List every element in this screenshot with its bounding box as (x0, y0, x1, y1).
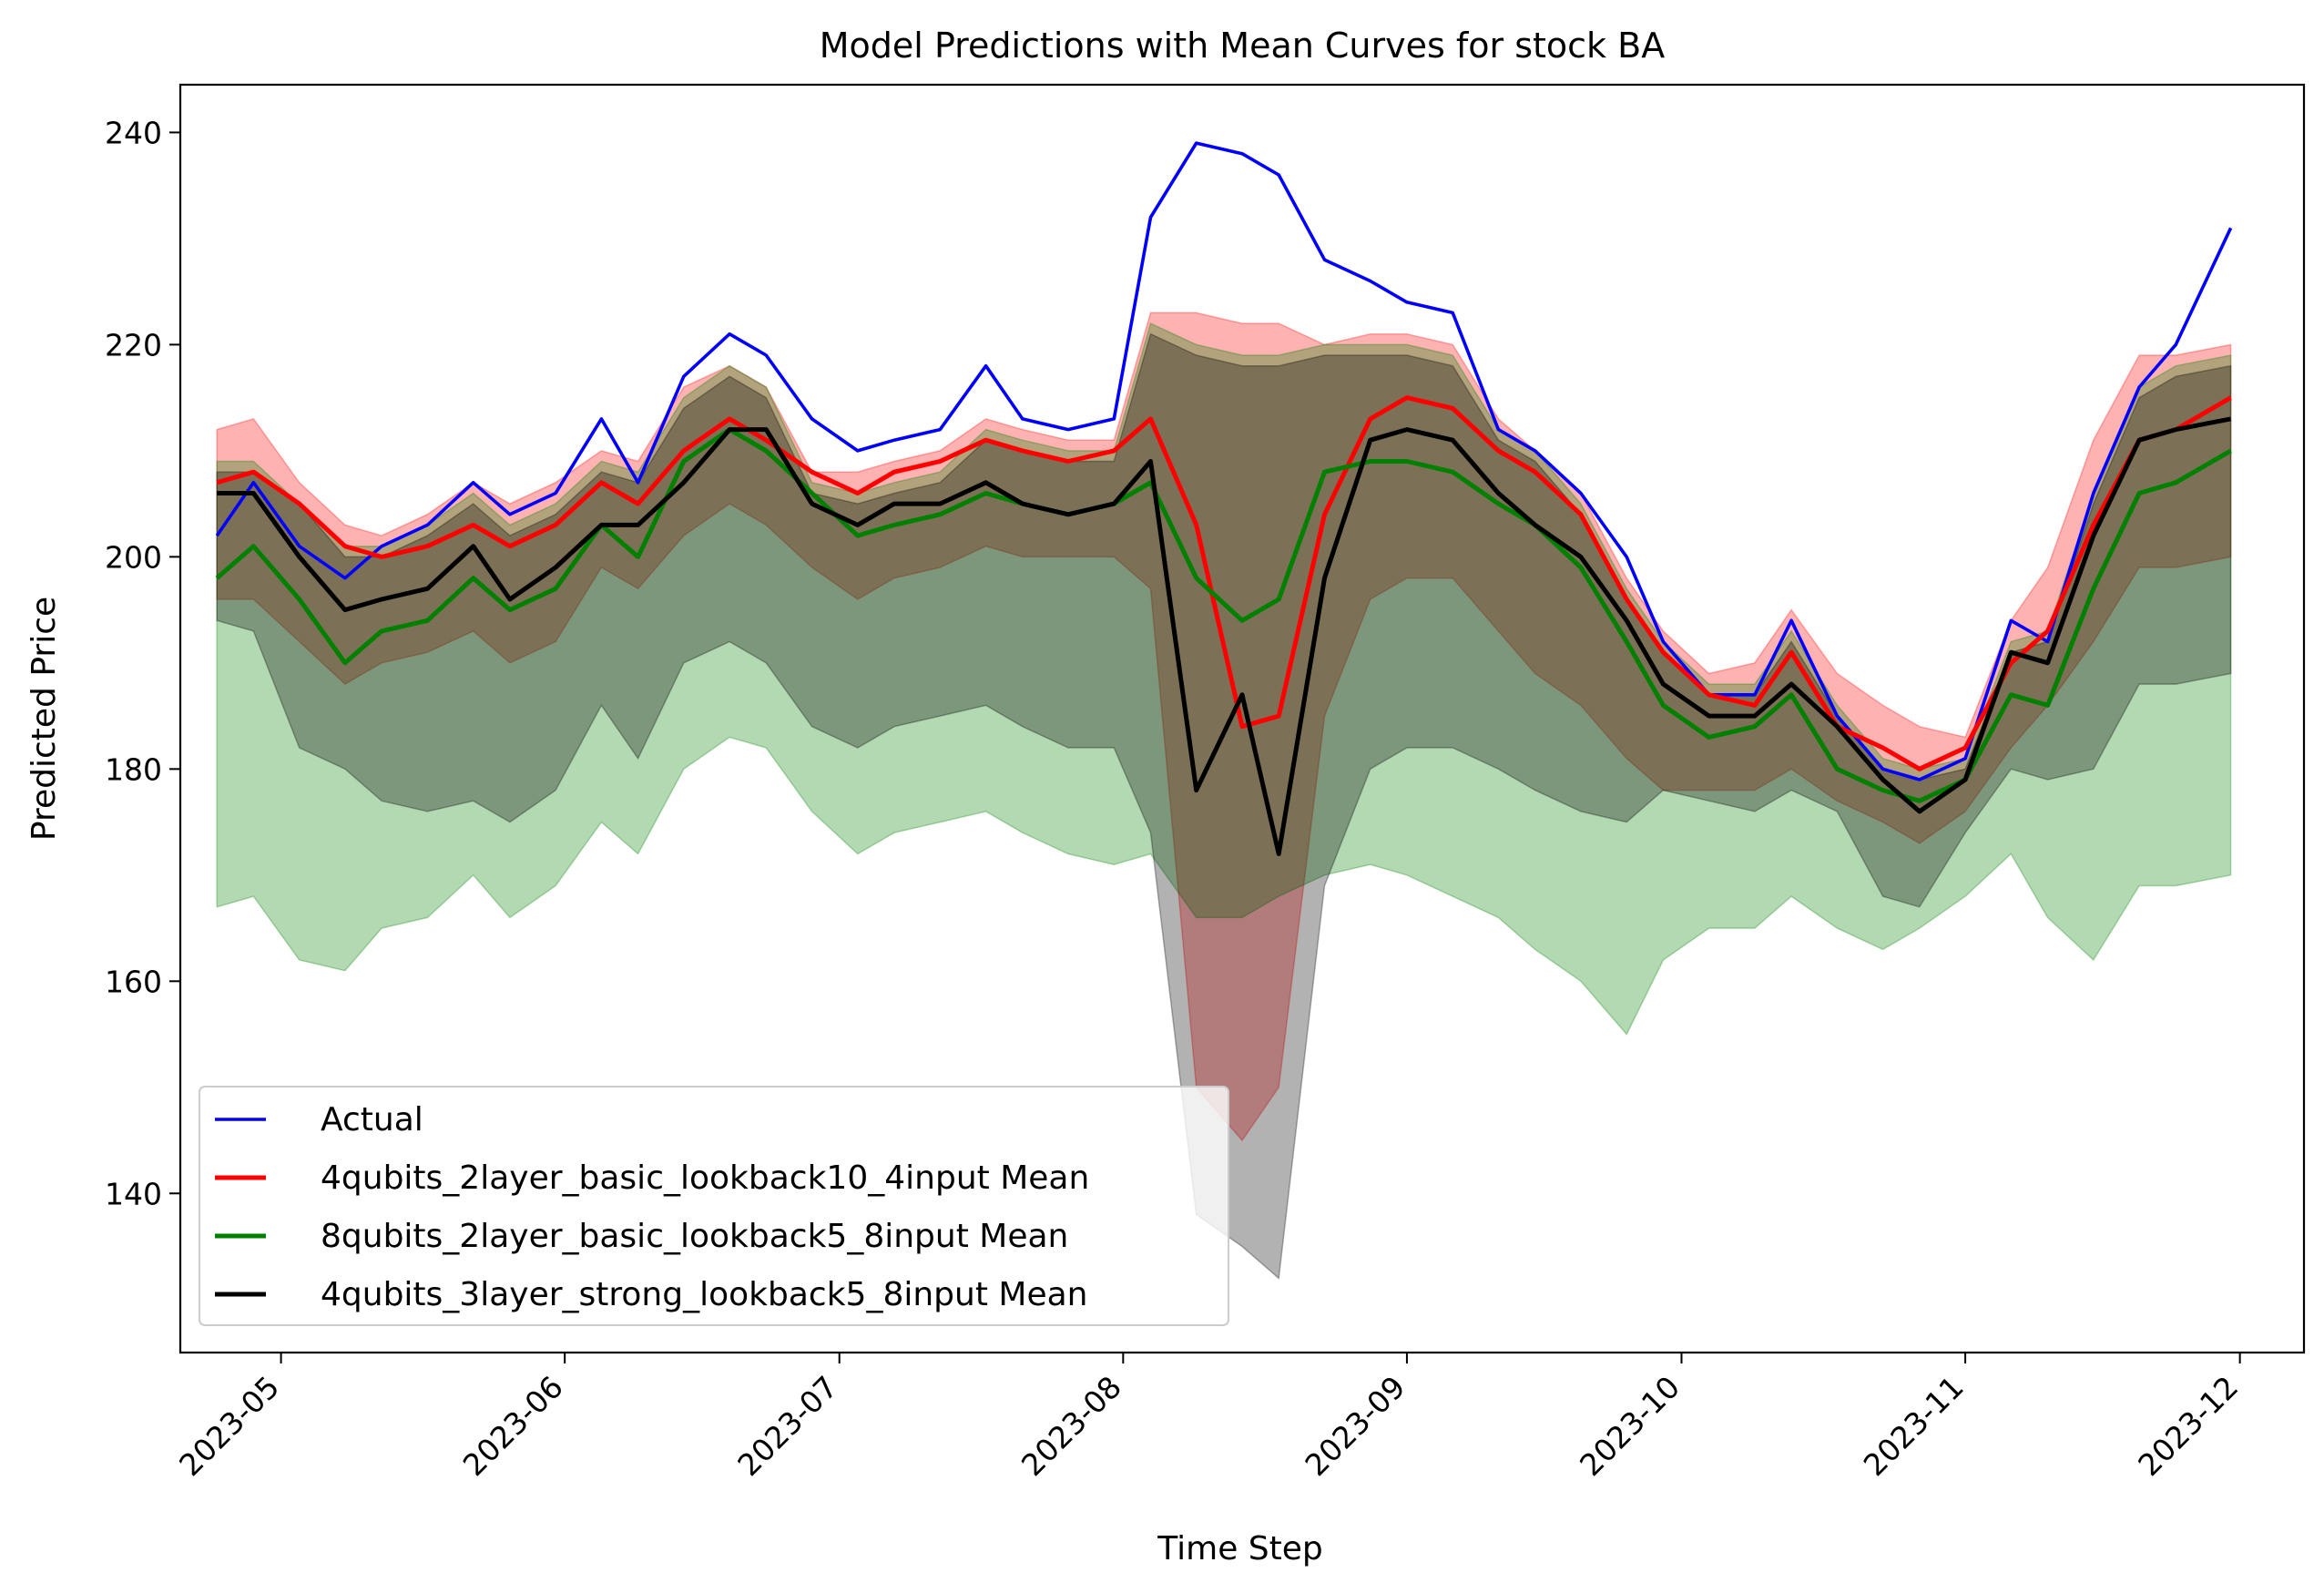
legend-label: Actual (321, 1101, 423, 1139)
plot-frame (178, 83, 2306, 1354)
series-line-1 (215, 141, 2233, 781)
series-line-2 (216, 395, 2232, 771)
y-tick-label: 140 (105, 1176, 162, 1211)
legend-label: 8qubits_2layer_basic_lookback5_8input Me… (321, 1218, 1068, 1255)
y-axis-ticks: 140 160 180 200 220 240 (105, 115, 180, 1211)
x-tick-label: 2023-05 (172, 1369, 286, 1483)
confidence-bands (216, 311, 2232, 1280)
x-axis-ticks: 2023-05 2023-06 2023-07 2023-08 2023-09 2023-… (172, 1353, 2245, 1483)
y-tick-label: 200 (105, 539, 162, 575)
x-tick-label: 2023-12 (2131, 1369, 2245, 1483)
legend: Actual 4qubits_2layer_basic_lookback10_4i… (199, 1086, 1229, 1326)
y-tick-label: 160 (105, 964, 162, 999)
chart-title: Model Predictions with Mean Curves for s… (820, 26, 1665, 66)
x-tick-label: 2023-06 (456, 1369, 570, 1483)
x-tick-label: 2023-09 (1299, 1369, 1412, 1483)
legend-label: 4qubits_2layer_basic_lookback10_4input M… (321, 1159, 1089, 1197)
band-3 (216, 332, 2232, 1280)
y-axis-label: Predicted Price (25, 597, 63, 841)
x-tick-label: 2023-11 (1857, 1369, 1971, 1483)
band-2 (216, 322, 2232, 1036)
series-line-4 (217, 416, 2232, 856)
legend-label: 4qubits_3layer_strong_lookback5_8input M… (321, 1276, 1087, 1313)
x-axis-label: Time Step (1157, 1530, 1323, 1567)
y-tick-label: 180 (105, 751, 162, 787)
band-1 (216, 311, 2232, 1142)
y-tick-label: 220 (105, 327, 162, 363)
series-line-3 (215, 427, 2232, 803)
x-tick-label: 2023-10 (1573, 1369, 1687, 1483)
legend-box (199, 1086, 1229, 1326)
x-tick-label: 2023-07 (730, 1369, 844, 1483)
y-tick-label: 240 (105, 115, 162, 150)
series-lines (215, 141, 2233, 856)
x-tick-label: 2023-08 (1014, 1369, 1128, 1483)
